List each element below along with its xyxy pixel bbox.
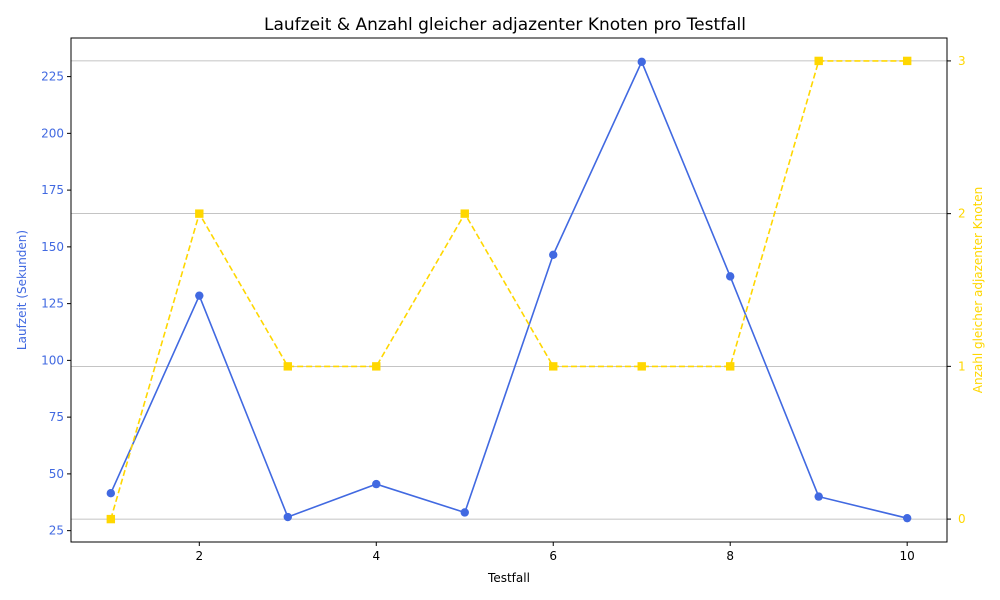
- y-axis-left-label: Laufzeit (Sekunden): [15, 230, 29, 350]
- x-tick-label: 6: [549, 549, 557, 563]
- data-point: [460, 508, 469, 517]
- data-point: [372, 362, 381, 371]
- y-left-tick-label: 25: [49, 524, 64, 538]
- data-point: [637, 57, 646, 67]
- data-point: [283, 362, 292, 371]
- data-point: [195, 209, 204, 218]
- data-point: [106, 488, 116, 498]
- y-left-tick-label: 175: [41, 183, 64, 197]
- data-point: [372, 479, 381, 489]
- y-left-tick-label: 225: [41, 70, 64, 84]
- data-point: [902, 513, 912, 523]
- x-axis-label: Testfall: [487, 571, 530, 585]
- grid-layer: [71, 60, 947, 520]
- series-line-1: [110, 59, 908, 519]
- y-axis-right-label: Anzahl gleicher adjazenter Knoten: [971, 187, 985, 394]
- data-point: [106, 514, 116, 524]
- data-point: [549, 250, 558, 260]
- series-layer: [106, 56, 912, 524]
- data-point: [814, 56, 823, 66]
- y-left-tick-label: 75: [49, 410, 64, 424]
- x-tick-label: 10: [900, 549, 915, 563]
- y-left-tick-label: 125: [41, 297, 64, 311]
- y-right-tick-label: 3: [958, 54, 966, 68]
- y-left-tick-label: 150: [41, 240, 64, 254]
- y-right-tick-label: 2: [958, 207, 966, 221]
- series-line-2: [110, 60, 908, 520]
- y-left-tick-label: 100: [41, 353, 64, 367]
- y-axis-left: 25 50 75 100 125 150 175 200 225: [41, 70, 71, 538]
- chart-title: Laufzeit & Anzahl gleicher adjazenter Kn…: [264, 15, 746, 35]
- y-right-tick-label: 1: [958, 359, 966, 373]
- x-tick-label: 4: [372, 549, 380, 563]
- x-tick-label: 2: [195, 549, 203, 563]
- y-axis-right: 0 1 2 3: [947, 54, 966, 526]
- data-point: [814, 492, 823, 501]
- plot-frame: [70, 37, 948, 543]
- data-point: [637, 362, 646, 371]
- data-point: [902, 56, 912, 66]
- data-point: [549, 362, 558, 371]
- x-axis: 2 4 6 8 10: [195, 542, 915, 563]
- data-point: [283, 512, 292, 522]
- x-tick-label: 8: [726, 549, 734, 563]
- y-left-tick-label: 50: [49, 467, 64, 481]
- y-right-tick-label: 0: [958, 512, 966, 526]
- data-point: [195, 291, 204, 300]
- data-point: [460, 209, 469, 218]
- data-point: [726, 272, 735, 281]
- data-point: [726, 362, 735, 371]
- y-left-tick-label: 200: [41, 126, 64, 140]
